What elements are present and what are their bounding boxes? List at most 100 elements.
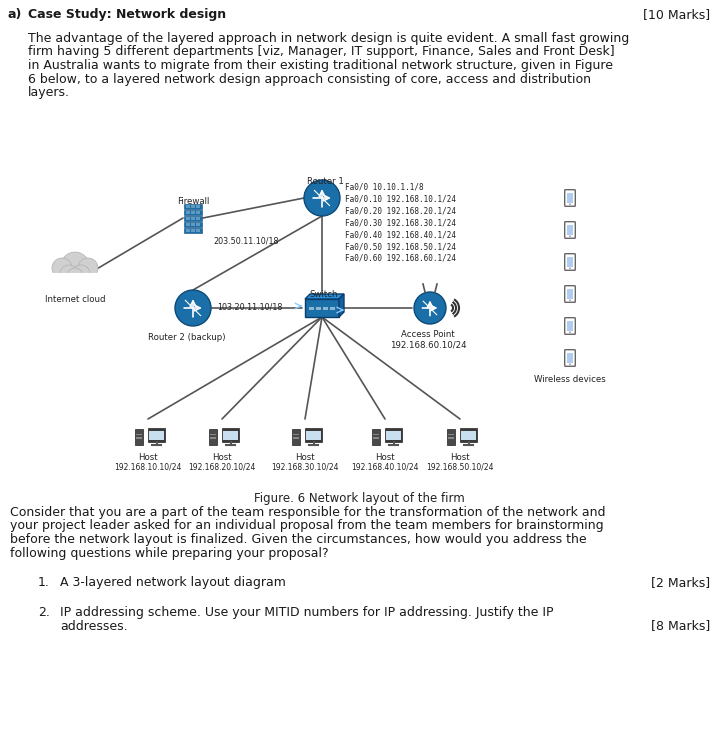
Circle shape: [569, 267, 571, 270]
Text: 192.168.30.10/24: 192.168.30.10/24: [271, 463, 339, 472]
Text: Firewall: Firewall: [177, 197, 209, 206]
Bar: [309, 307, 314, 310]
FancyBboxPatch shape: [564, 285, 575, 302]
Bar: [210, 433, 216, 436]
Text: 1.: 1.: [38, 576, 50, 589]
Bar: [191, 205, 195, 208]
Bar: [447, 433, 454, 436]
Bar: [462, 431, 475, 440]
Bar: [307, 431, 321, 440]
Text: Host: Host: [295, 453, 314, 462]
FancyBboxPatch shape: [564, 254, 575, 270]
Text: Host: Host: [213, 453, 232, 462]
Bar: [186, 229, 190, 233]
Bar: [305, 428, 322, 442]
Bar: [196, 217, 200, 220]
Bar: [567, 225, 573, 235]
Bar: [323, 307, 328, 310]
Bar: [196, 223, 200, 226]
Bar: [196, 229, 200, 233]
Bar: [186, 211, 190, 214]
Bar: [191, 223, 195, 226]
Circle shape: [60, 265, 78, 283]
Bar: [373, 433, 379, 436]
Text: [10 Marks]: [10 Marks]: [643, 8, 710, 21]
Bar: [49, 274, 101, 286]
Text: 103.20.11.10/18: 103.20.11.10/18: [217, 302, 282, 311]
Bar: [191, 211, 195, 214]
Bar: [567, 353, 573, 363]
Text: Figure. 6 Network layout of the firm: Figure. 6 Network layout of the firm: [253, 492, 465, 505]
Bar: [184, 216, 202, 221]
Text: IP addressing scheme. Use your MITID numbers for IP addressing. Justify the IP: IP addressing scheme. Use your MITID num…: [60, 606, 554, 619]
Bar: [186, 205, 190, 208]
Bar: [148, 428, 165, 442]
Bar: [305, 299, 339, 317]
Text: Switch: Switch: [309, 290, 338, 299]
Text: Host: Host: [376, 453, 395, 462]
Text: Host: Host: [450, 453, 470, 462]
Bar: [386, 431, 401, 440]
Circle shape: [569, 331, 571, 333]
Text: 192.168.10.10/24: 192.168.10.10/24: [114, 463, 182, 472]
Bar: [209, 430, 218, 445]
Bar: [460, 428, 477, 442]
Text: The advantage of the layered approach in network design is quite evident. A smal: The advantage of the layered approach in…: [28, 32, 629, 45]
Bar: [447, 437, 454, 439]
Bar: [184, 222, 202, 227]
Bar: [196, 211, 200, 214]
Text: [2 Marks]: [2 Marks]: [651, 576, 710, 589]
Circle shape: [414, 292, 446, 324]
Bar: [184, 204, 202, 209]
Bar: [136, 437, 142, 439]
FancyBboxPatch shape: [564, 222, 575, 239]
Circle shape: [569, 203, 571, 205]
Text: 192.168.50.10/24: 192.168.50.10/24: [426, 463, 494, 472]
Text: 192.168.20.10/24: 192.168.20.10/24: [188, 463, 256, 472]
FancyBboxPatch shape: [564, 318, 575, 334]
Text: Access Point
192.168.60.10/24: Access Point 192.168.60.10/24: [390, 330, 466, 350]
Text: Fa0/0 10.10.1.1/8
Fa0/0.10 192.168.10.1/24
Fa0/0.20 192.168.20.1/24
Fa0/0.30 192: Fa0/0 10.10.1.1/8 Fa0/0.10 192.168.10.1/…: [345, 183, 456, 263]
Text: A 3-layered network layout diagram: A 3-layered network layout diagram: [60, 576, 286, 589]
Circle shape: [304, 180, 340, 216]
Bar: [293, 437, 299, 439]
Bar: [292, 430, 300, 445]
Circle shape: [52, 258, 72, 278]
Bar: [223, 431, 238, 440]
FancyBboxPatch shape: [564, 350, 575, 366]
Bar: [222, 428, 239, 442]
Polygon shape: [305, 294, 344, 299]
FancyBboxPatch shape: [564, 190, 575, 206]
Bar: [330, 307, 335, 310]
Text: your project leader asked for an individual proposal from the team members for b: your project leader asked for an individ…: [10, 519, 604, 532]
Text: 203.50.11.10/18: 203.50.11.10/18: [213, 236, 279, 245]
Bar: [567, 321, 573, 331]
Bar: [196, 205, 200, 208]
Text: 6 below, to a layered network design approach consisting of core, access and dis: 6 below, to a layered network design app…: [28, 72, 591, 85]
Bar: [373, 437, 379, 439]
Text: addresses.: addresses.: [60, 620, 128, 633]
Text: Consider that you are a part of the team responsible for the transformation of t: Consider that you are a part of the team…: [10, 506, 605, 519]
Circle shape: [67, 268, 83, 284]
Text: Router 2 (backup): Router 2 (backup): [148, 333, 225, 342]
Text: 2.: 2.: [38, 606, 50, 619]
Bar: [191, 229, 195, 233]
Bar: [186, 223, 190, 226]
Text: Case Study: Network design: Case Study: Network design: [28, 8, 226, 21]
Circle shape: [61, 252, 89, 280]
Text: Internet cloud: Internet cloud: [45, 295, 106, 304]
Bar: [567, 193, 573, 203]
Text: in Australia wants to migrate from their existing traditional network structure,: in Australia wants to migrate from their…: [28, 59, 613, 72]
Bar: [184, 210, 202, 215]
Text: before the network layout is finalized. Given the circumstances, how would you a: before the network layout is finalized. …: [10, 533, 587, 546]
Circle shape: [569, 299, 571, 301]
Bar: [149, 431, 164, 440]
Circle shape: [78, 258, 98, 278]
Circle shape: [72, 265, 90, 283]
Text: 192.168.40.10/24: 192.168.40.10/24: [351, 463, 419, 472]
Bar: [316, 307, 321, 310]
Text: following questions while preparing your proposal?: following questions while preparing your…: [10, 547, 329, 559]
Bar: [372, 430, 381, 445]
Circle shape: [569, 363, 571, 365]
Bar: [447, 430, 455, 445]
